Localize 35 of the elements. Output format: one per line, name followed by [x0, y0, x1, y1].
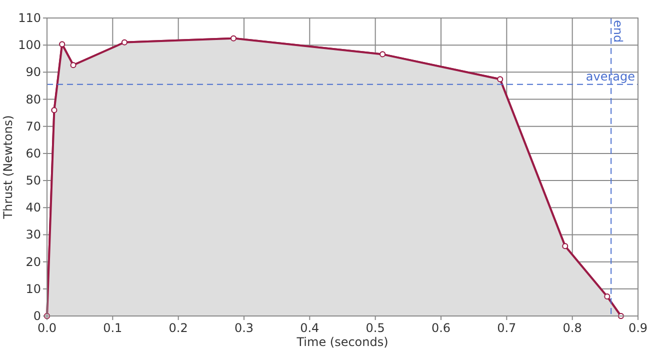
y-tick-label: 50: [26, 174, 41, 188]
point: [562, 243, 568, 250]
point: [59, 41, 66, 48]
y-tick-label: 40: [26, 200, 41, 215]
x-tick-label: 0.9: [628, 321, 648, 335]
point: [380, 51, 386, 58]
y-axis-title: Thrust (Newtons): [1, 115, 15, 220]
y-tick-label: 90: [26, 65, 41, 80]
y-tick-label: 110: [18, 11, 41, 25]
x-tick-label: 0.2: [168, 321, 188, 335]
y-tick-label: 60: [26, 146, 41, 160]
point: [51, 107, 58, 114]
ref-line-label: average: [586, 69, 635, 84]
y-tick-label: 0: [33, 309, 41, 323]
ref-line-label: end: [611, 20, 626, 43]
x-tick-label: 0.6: [431, 321, 451, 335]
y-tick-label: 100: [18, 38, 41, 52]
point: [604, 293, 610, 300]
x-tick-label: 0.8: [562, 321, 582, 335]
y-tick-label: 80: [26, 92, 41, 106]
x-tick-label: 0.1: [103, 321, 122, 335]
point: [121, 39, 128, 46]
point: [497, 76, 504, 82]
y-tick-label: 70: [26, 119, 41, 134]
y-tick-label: 30: [26, 228, 41, 242]
point: [70, 62, 76, 68]
x-tick-label: 0.0: [37, 321, 57, 335]
y-tick-label: 20: [26, 254, 41, 269]
point: [230, 35, 236, 42]
x-tick-label: 0.4: [300, 321, 320, 335]
x-tick-label: 0.5: [366, 321, 385, 335]
x-tick-label: 0.7: [497, 321, 516, 335]
x-axis-title: Time (seconds): [296, 335, 388, 349]
y-tick-label: 10: [26, 282, 41, 296]
x-tick-label: 0.3: [234, 321, 254, 335]
